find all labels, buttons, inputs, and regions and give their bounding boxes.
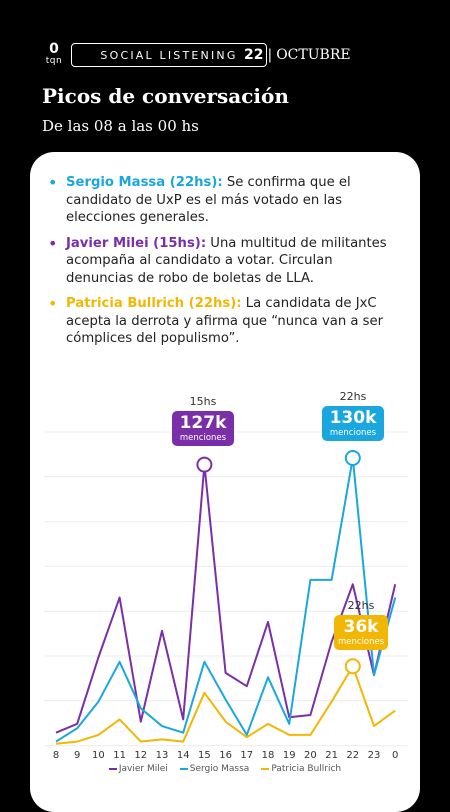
highlights-list: • Sergio Massa (22hs): Se confirma que e… xyxy=(48,174,404,356)
header: 0 tqn SOCIAL LISTENING 22 | OCTUBRE xyxy=(42,40,430,74)
item-name: Javier Milei (15hs): xyxy=(66,235,207,251)
legend-label: Sergio Massa xyxy=(189,764,250,774)
legend-item: Sergio Massa xyxy=(179,764,250,774)
date: 22 | OCTUBRE xyxy=(244,44,351,66)
section-badge: SOCIAL LISTENING xyxy=(71,43,267,67)
date-day: 22 xyxy=(244,47,264,63)
legend-swatch xyxy=(261,767,270,770)
content-card: • Sergio Massa (22hs): Se confirma que e… xyxy=(30,152,420,812)
legend-item: Patricia Bullrich xyxy=(261,764,341,774)
list-item: • Javier Milei (15hs): Una multitud de m… xyxy=(48,233,404,288)
bullet-dot: • xyxy=(48,233,58,253)
legend-label: Javier Milei xyxy=(118,764,168,774)
legend-swatch xyxy=(108,767,117,770)
bullet-dot: • xyxy=(48,294,58,313)
bullet-dot: • xyxy=(48,173,58,192)
page-subtitle: De las 08 a las 00 hs xyxy=(42,117,199,135)
list-item: • Sergio Massa (22hs): Se confirma que e… xyxy=(48,174,404,227)
item-text: La candidata de JxC acepta la derrota y … xyxy=(66,296,384,346)
date-separator: | xyxy=(267,47,273,63)
logo-text: tqn xyxy=(45,56,63,66)
list-item: • Patricia Bullrich (22hs): La candidata… xyxy=(48,295,404,348)
logo-mark: 0 xyxy=(49,41,59,57)
item-name: Sergio Massa (22hs): xyxy=(66,175,223,190)
page-title: Picos de conversación xyxy=(42,84,289,108)
legend-item: Javier Milei xyxy=(108,764,168,774)
item-text: Una multitud de militantes acompaña al c… xyxy=(66,235,387,286)
item-name: Patricia Bullrich (22hs): xyxy=(66,296,242,311)
item-text: Se confirma que el candidato de UxP es e… xyxy=(66,175,351,225)
legend-label: Patricia Bullrich xyxy=(271,764,342,774)
chart-legend: Javier Milei Sergio Massa Patricia Bullric… xyxy=(30,764,420,774)
brand-logo: 0 tqn xyxy=(42,42,66,70)
legend-swatch xyxy=(179,767,188,770)
date-month: OCTUBRE xyxy=(276,47,351,63)
